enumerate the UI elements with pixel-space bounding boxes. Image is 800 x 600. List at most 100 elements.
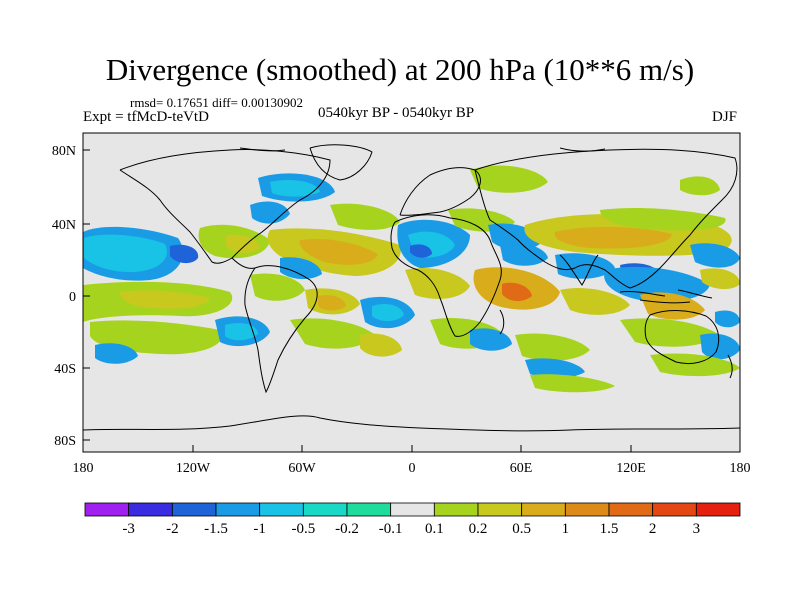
coastline-india [559,254,599,286]
lon-label-180w: 180 [73,461,94,476]
lon-axis: 180 120W 60W 0 60E 120E 180 [73,445,751,476]
field-region [360,333,402,357]
coastline-new-zealand [727,354,733,379]
field-region [225,323,258,341]
lon-label-0: 0 [409,461,416,476]
colorbar-label: -1 [253,521,266,537]
field-region [84,234,167,273]
lat-axis: 80N 40N 0 40S 80S [52,144,90,449]
lat-label-80n: 80N [52,144,76,159]
coastline-africa [390,214,502,337]
colorbar-label: -3 [122,521,135,537]
lon-label-60e: 60E [510,461,533,476]
field-region [470,328,512,351]
field-region [700,268,740,290]
field-region [250,273,305,301]
colorbar-swatch [564,502,610,517]
lat-label-40n: 40N [52,218,76,233]
colorbar-swatch [433,502,479,517]
field-region [500,243,548,266]
field-region [290,318,375,349]
field-region [560,287,630,315]
field-region [554,226,672,249]
field-region [405,267,470,299]
field-region [650,353,740,377]
colorbar-swatch [302,502,348,517]
season-label: DJF [712,109,738,125]
field-region [470,165,548,193]
field-region [530,374,615,393]
field-region [604,266,710,302]
field-region [299,238,378,265]
field-region [318,295,346,311]
lon-label-120e: 120E [616,461,646,476]
coastline-europe [399,167,481,216]
colorbar-label: 0.2 [469,521,488,537]
colorbar-label: 1.5 [600,521,619,537]
lat-label-40s: 40S [54,362,76,377]
colorbar-label: 2 [649,521,657,537]
colorbar-label: 0.1 [425,521,444,537]
field-region [715,310,740,328]
coastline-greenland [309,144,373,181]
colorbar-label: -2 [166,521,179,537]
coastline-arctic-islands [239,147,606,152]
field-region [525,358,585,379]
field-region [680,176,720,196]
colorbar-label: -0.1 [379,521,403,537]
plot-title: Divergence (smoothed) at 200 hPa (10**6 … [105,52,695,87]
field-region [690,243,740,268]
colorbar-swatch [128,502,173,517]
colorbar-swatch [346,502,392,517]
colorbar-swatch [84,502,130,517]
field-region [700,333,740,360]
coastline-asia [474,148,738,289]
field-region [600,207,726,231]
lat-label-80s: 80S [54,434,76,449]
lon-label-180e: 180 [730,461,751,476]
lon-label-120w: 120W [176,461,211,476]
coastline-antarctica [83,415,740,432]
stats-line: rmsd= 0.17651 diff= 0.00130902 [130,95,303,110]
coastline-madagascar [499,309,505,335]
field-region [250,201,290,224]
colorbar-label: 0.5 [512,521,531,537]
colorbar-swatch [259,502,304,517]
colorbar: -3 -2 -1.5 -1 -0.5 -0.2 -0.1 0.1 0.2 0.5 1 1.5 2 3 [84,502,741,537]
field-region [410,244,432,258]
lat-label-0: 0 [69,290,76,305]
colorbar-swatch [652,502,697,517]
colorbar-label: -1.5 [204,521,228,537]
divergence-field [83,165,740,393]
coastline-central-america [231,257,256,269]
field-region [555,253,615,279]
field-region [120,290,210,309]
colorbar-swatch [521,502,566,517]
colorbar-swatch [171,502,217,517]
colorbar-label: -0.2 [335,521,359,537]
coastline-south-america [244,265,318,394]
colorbar-swatch [215,502,261,517]
coastline-north-america [119,148,331,264]
colorbar-label: 3 [693,521,701,537]
period-label: 0540kyr BP - 0540kyr BP [318,105,475,121]
field-region [270,180,320,197]
colorbar-label: -0.5 [291,521,315,537]
field-region [95,343,138,364]
field-region [515,333,590,361]
field-region [372,304,404,322]
coastline-indonesia [619,289,713,304]
colorbar-label: 1 [562,521,570,537]
colorbar-swatch [390,502,435,517]
field-region [502,282,532,302]
colorbar-swatch [477,502,523,517]
lon-label-60w: 60W [288,461,316,476]
coastlines [83,144,740,432]
field-region [330,203,400,230]
colorbar-swatch [608,502,654,517]
experiment-label: Expt = tfMcD-teVtD [83,109,209,125]
field-region [280,257,322,280]
coastline-australia [644,310,720,365]
field-region [170,244,199,264]
